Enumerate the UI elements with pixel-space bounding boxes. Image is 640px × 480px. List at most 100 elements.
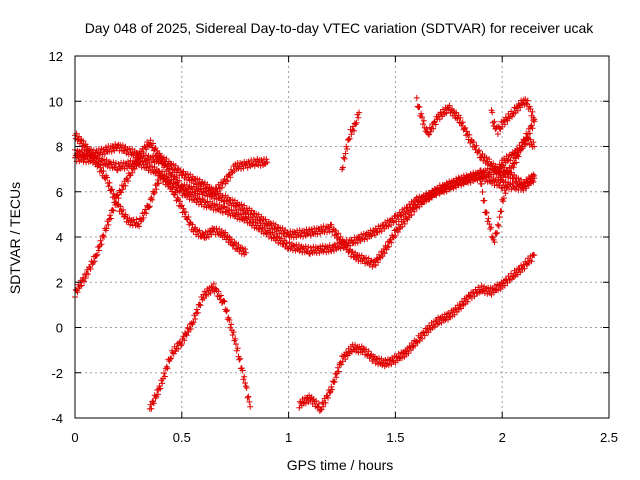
data-point bbox=[177, 198, 183, 205]
data-point bbox=[176, 177, 183, 184]
data-point bbox=[161, 175, 167, 182]
data-point bbox=[495, 282, 502, 289]
data-point bbox=[149, 196, 156, 203]
data-point bbox=[97, 164, 104, 171]
data-point bbox=[145, 204, 152, 211]
data-point bbox=[169, 184, 176, 191]
data-point bbox=[168, 355, 175, 361]
data-point bbox=[91, 153, 98, 160]
data-point bbox=[226, 317, 233, 323]
data-point bbox=[241, 373, 248, 380]
data-point bbox=[201, 295, 207, 302]
data-point bbox=[307, 244, 314, 251]
data-point bbox=[227, 174, 234, 181]
data-point bbox=[502, 174, 509, 181]
data-point bbox=[530, 171, 537, 178]
data-point bbox=[481, 197, 488, 204]
series-5 bbox=[146, 280, 254, 412]
data-point bbox=[361, 236, 368, 243]
data-point bbox=[488, 233, 495, 240]
data-point bbox=[197, 302, 204, 309]
data-point bbox=[335, 230, 342, 237]
data-point bbox=[523, 260, 530, 267]
data-point bbox=[501, 171, 508, 178]
data-point bbox=[159, 380, 166, 387]
data-point bbox=[335, 368, 342, 375]
x-tick-label: 0.5 bbox=[173, 430, 191, 445]
data-point bbox=[98, 241, 105, 248]
data-point bbox=[514, 107, 521, 114]
data-point bbox=[101, 156, 107, 163]
x-tick-label: 1.5 bbox=[386, 430, 404, 445]
data-point bbox=[209, 284, 216, 291]
data-point bbox=[302, 243, 309, 250]
data-point bbox=[139, 158, 146, 165]
x-axis-label: GPS time / hours bbox=[287, 457, 394, 473]
data-point bbox=[296, 248, 303, 255]
data-point bbox=[420, 117, 427, 124]
data-point bbox=[168, 172, 175, 179]
data-point bbox=[229, 196, 236, 203]
data-point bbox=[326, 228, 333, 235]
data-point bbox=[129, 169, 136, 176]
data-point bbox=[218, 230, 224, 237]
data-point bbox=[457, 114, 464, 121]
data-point bbox=[201, 203, 207, 210]
data-point bbox=[104, 174, 110, 181]
data-point bbox=[232, 335, 239, 342]
data-point bbox=[485, 215, 492, 222]
data-point bbox=[133, 216, 140, 223]
data-point bbox=[150, 140, 156, 147]
data-point bbox=[234, 345, 241, 352]
data-point bbox=[91, 258, 98, 265]
data-point bbox=[223, 308, 230, 315]
data-point bbox=[473, 142, 480, 149]
data-point bbox=[176, 188, 183, 195]
series-7 bbox=[339, 109, 363, 173]
data-point bbox=[172, 162, 179, 169]
data-point bbox=[489, 109, 496, 116]
data-point bbox=[161, 373, 168, 380]
data-point bbox=[491, 239, 498, 246]
data-point bbox=[519, 145, 526, 152]
data-point bbox=[195, 186, 201, 193]
data-point bbox=[318, 227, 325, 234]
data-point bbox=[94, 251, 101, 258]
data-point bbox=[501, 187, 508, 194]
data-point bbox=[446, 102, 453, 109]
data-point bbox=[118, 189, 125, 196]
data-point bbox=[137, 153, 144, 159]
data-point bbox=[502, 190, 509, 197]
data-point bbox=[375, 259, 382, 266]
data-point bbox=[122, 211, 129, 218]
data-point bbox=[515, 101, 522, 108]
data-point bbox=[199, 196, 206, 203]
x-tick-label: 0 bbox=[71, 430, 78, 445]
data-point bbox=[128, 217, 135, 224]
data-point bbox=[497, 165, 504, 171]
data-point bbox=[475, 148, 482, 155]
data-point bbox=[233, 347, 240, 354]
data-point bbox=[328, 383, 335, 390]
data-point bbox=[426, 131, 433, 138]
data-point bbox=[471, 293, 478, 300]
data-point bbox=[239, 206, 246, 212]
data-point bbox=[355, 114, 362, 121]
data-point bbox=[513, 159, 520, 166]
data-point bbox=[483, 209, 489, 216]
data-point bbox=[476, 147, 483, 154]
data-point bbox=[496, 125, 503, 132]
data-point bbox=[114, 142, 121, 149]
data-point bbox=[476, 174, 483, 181]
data-point bbox=[103, 147, 110, 154]
data-point bbox=[488, 224, 495, 231]
y-tick-label: 2 bbox=[56, 275, 63, 290]
data-point bbox=[80, 138, 87, 144]
data-point bbox=[124, 175, 131, 182]
data-point bbox=[95, 247, 102, 254]
data-point bbox=[192, 316, 199, 322]
data-point bbox=[142, 164, 149, 171]
data-point bbox=[113, 160, 119, 167]
data-point bbox=[470, 139, 477, 146]
data-point bbox=[479, 150, 486, 157]
